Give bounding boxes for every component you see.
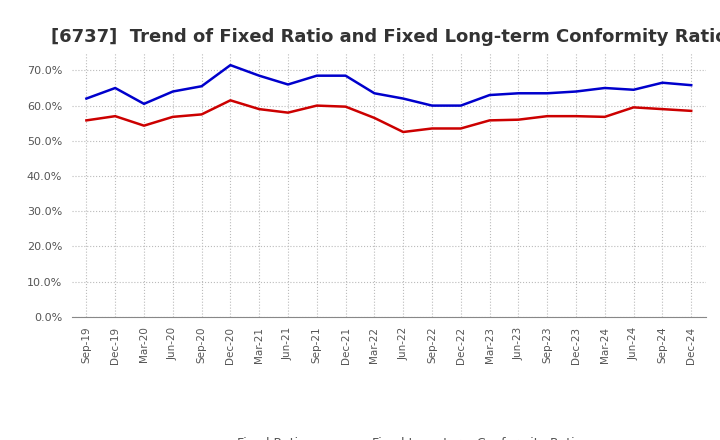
Fixed Long-term Conformity Ratio — [341, 104, 350, 109]
Fixed Long-term Conformity Ratio — [82, 118, 91, 123]
Fixed Long-term Conformity Ratio — [428, 126, 436, 131]
Fixed Long-term Conformity Ratio — [111, 114, 120, 119]
Fixed Ratio — [197, 84, 206, 89]
Fixed Ratio — [226, 62, 235, 68]
Fixed Long-term Conformity Ratio — [399, 129, 408, 135]
Fixed Ratio — [168, 89, 177, 94]
Fixed Long-term Conformity Ratio — [600, 114, 609, 120]
Line: Fixed Ratio: Fixed Ratio — [86, 65, 691, 106]
Legend: Fixed Ratio, Fixed Long-term Conformity Ratio: Fixed Ratio, Fixed Long-term Conformity … — [189, 430, 588, 440]
Fixed Long-term Conformity Ratio — [284, 110, 292, 115]
Fixed Ratio — [572, 89, 580, 94]
Fixed Ratio — [284, 82, 292, 87]
Fixed Long-term Conformity Ratio — [514, 117, 523, 122]
Fixed Long-term Conformity Ratio — [168, 114, 177, 120]
Fixed Ratio — [543, 91, 552, 96]
Fixed Long-term Conformity Ratio — [658, 106, 667, 112]
Title: [6737]  Trend of Fixed Ratio and Fixed Long-term Conformity Ratio: [6737] Trend of Fixed Ratio and Fixed Lo… — [50, 28, 720, 46]
Fixed Ratio — [140, 101, 148, 106]
Fixed Ratio — [255, 73, 264, 78]
Fixed Ratio — [399, 96, 408, 101]
Fixed Long-term Conformity Ratio — [485, 118, 494, 123]
Fixed Long-term Conformity Ratio — [687, 108, 696, 114]
Fixed Long-term Conformity Ratio — [197, 112, 206, 117]
Fixed Long-term Conformity Ratio — [629, 105, 638, 110]
Fixed Ratio — [600, 85, 609, 91]
Fixed Ratio — [370, 91, 379, 96]
Fixed Long-term Conformity Ratio — [226, 98, 235, 103]
Fixed Ratio — [456, 103, 465, 108]
Fixed Long-term Conformity Ratio — [312, 103, 321, 108]
Fixed Ratio — [428, 103, 436, 108]
Fixed Ratio — [312, 73, 321, 78]
Fixed Long-term Conformity Ratio — [456, 126, 465, 131]
Line: Fixed Long-term Conformity Ratio: Fixed Long-term Conformity Ratio — [86, 100, 691, 132]
Fixed Ratio — [687, 83, 696, 88]
Fixed Long-term Conformity Ratio — [370, 115, 379, 121]
Fixed Long-term Conformity Ratio — [255, 106, 264, 112]
Fixed Ratio — [341, 73, 350, 78]
Fixed Ratio — [485, 92, 494, 98]
Fixed Long-term Conformity Ratio — [543, 114, 552, 119]
Fixed Ratio — [82, 96, 91, 101]
Fixed Ratio — [514, 91, 523, 96]
Fixed Long-term Conformity Ratio — [140, 123, 148, 128]
Fixed Ratio — [658, 80, 667, 85]
Fixed Long-term Conformity Ratio — [572, 114, 580, 119]
Fixed Ratio — [111, 85, 120, 91]
Fixed Ratio — [629, 87, 638, 92]
